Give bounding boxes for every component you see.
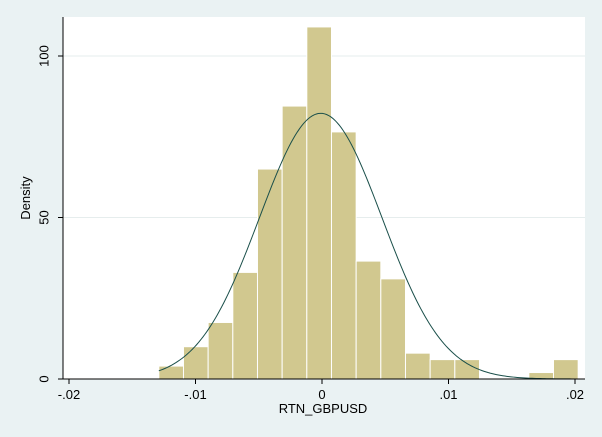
histogram-bar bbox=[380, 278, 406, 380]
axes: -.02 -.01 0 .01 .02 0 50 100 bbox=[36, 17, 585, 402]
histogram-bar bbox=[232, 271, 258, 380]
normal-density-curve bbox=[158, 112, 579, 380]
histogram-bar bbox=[552, 359, 579, 380]
y-tick-label: 100 bbox=[36, 45, 51, 67]
y-tick-label: 50 bbox=[36, 210, 51, 224]
histogram-bar bbox=[182, 346, 209, 380]
histogram-bar bbox=[256, 168, 283, 380]
x-axis-title: RTN_GBPUSD bbox=[279, 401, 368, 416]
histogram-bar bbox=[454, 359, 480, 380]
histogram-bar bbox=[330, 131, 357, 380]
histogram-bar bbox=[281, 105, 308, 380]
x-tick-label: -.01 bbox=[184, 387, 206, 402]
histogram-bar bbox=[429, 359, 456, 380]
x-tick-label: .01 bbox=[439, 387, 457, 402]
histogram-bar bbox=[158, 365, 184, 380]
x-tick-label: 0 bbox=[318, 387, 325, 402]
x-tick-label: -.02 bbox=[58, 387, 80, 402]
histogram-bar bbox=[355, 260, 382, 380]
y-axis-title: Density bbox=[18, 176, 33, 220]
histogram-bars bbox=[158, 26, 579, 380]
histogram-bar bbox=[207, 321, 234, 380]
histogram-bar bbox=[306, 26, 332, 380]
histogram-bar bbox=[404, 352, 431, 380]
y-tick-label: 0 bbox=[36, 375, 51, 382]
x-tick-label: .02 bbox=[566, 387, 584, 402]
